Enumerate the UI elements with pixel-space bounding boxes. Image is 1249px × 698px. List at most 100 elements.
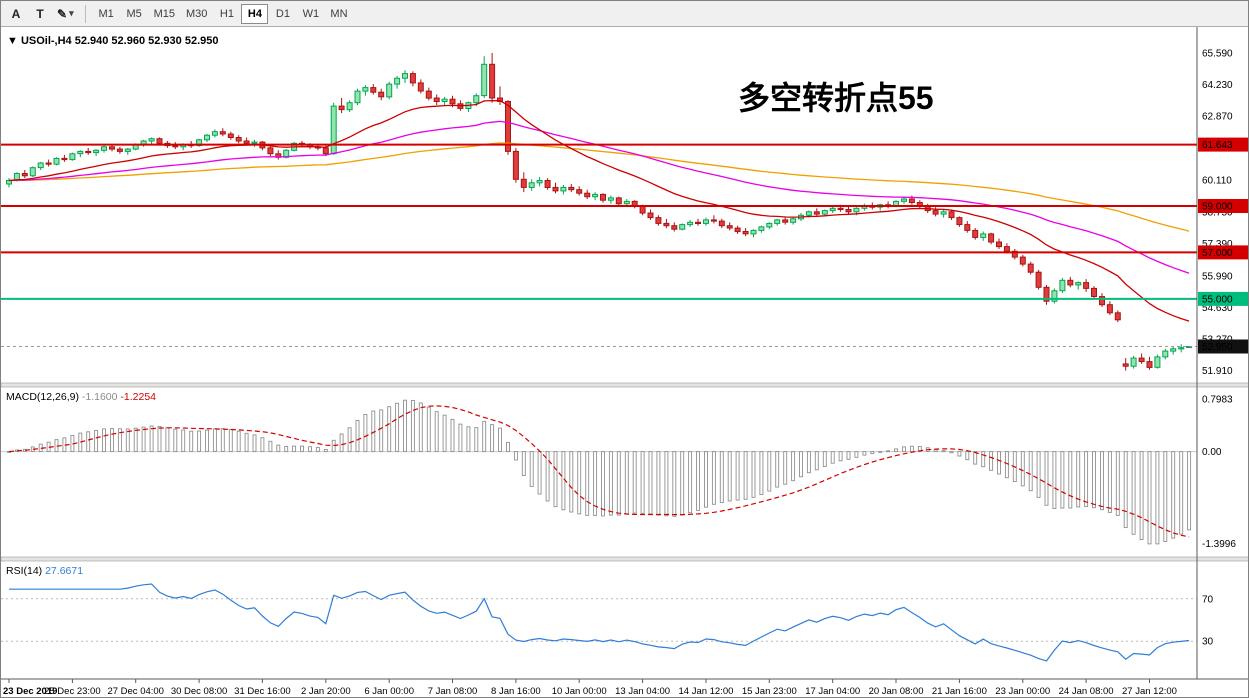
candle xyxy=(235,135,242,144)
svg-text:57.000: 57.000 xyxy=(1202,248,1233,259)
candle xyxy=(1170,346,1177,355)
candle xyxy=(544,178,551,190)
time-tick: 24 Jan 08:00 xyxy=(1059,686,1114,697)
svg-text:59.000: 59.000 xyxy=(1202,202,1233,213)
candle xyxy=(505,100,511,155)
macd-axis-label: 0.00 xyxy=(1202,447,1222,458)
candle xyxy=(1019,254,1026,267)
candle xyxy=(148,137,155,145)
toolbar: A T ✎ ▾ M1 M5 M15 M30 H1 H4 D1 W1 MN xyxy=(1,1,1248,27)
line-tools-button[interactable]: ✎ ▾ xyxy=(53,4,78,24)
candle xyxy=(1178,344,1185,353)
price-tick: 64.230 xyxy=(1202,80,1233,91)
candle xyxy=(251,139,258,147)
time-tick: 10 Jan 00:00 xyxy=(552,686,607,697)
candle xyxy=(592,192,599,201)
candle xyxy=(940,209,947,218)
price-tick: 51.910 xyxy=(1202,366,1233,377)
candle xyxy=(53,157,60,166)
time-tick: 20 Jan 08:00 xyxy=(869,686,924,697)
timeframe-m30[interactable]: M30 xyxy=(181,4,212,24)
candle xyxy=(948,210,955,220)
candle xyxy=(1138,353,1145,364)
candle xyxy=(346,100,353,112)
rsi-label: RSI(14) 27.6671 xyxy=(6,565,83,577)
candle xyxy=(790,217,797,225)
candle xyxy=(1067,276,1074,288)
price-tick: 65.590 xyxy=(1202,48,1233,59)
candle xyxy=(1122,358,1129,371)
time-tick: 15 Jan 23:00 xyxy=(742,686,797,697)
candle xyxy=(61,154,68,162)
candle xyxy=(1130,355,1137,369)
candle xyxy=(782,216,789,225)
candle xyxy=(964,221,971,233)
timeframe-h4[interactable]: H4 xyxy=(241,3,269,24)
candle xyxy=(1106,301,1113,316)
svg-text:52.950: 52.950 xyxy=(1202,342,1233,353)
price-tick: 55.990 xyxy=(1202,271,1233,282)
timeframe-m1[interactable]: M1 xyxy=(93,4,120,24)
candle xyxy=(901,196,907,204)
candle xyxy=(750,229,757,238)
time-tick: 6 Jan 00:00 xyxy=(364,686,414,697)
candle xyxy=(647,209,654,220)
price-tick: 57.390 xyxy=(1202,239,1233,250)
candle xyxy=(204,134,210,143)
timeframe-m15[interactable]: M15 xyxy=(149,4,180,24)
panel-separator[interactable] xyxy=(1,556,1249,562)
candle xyxy=(996,238,1002,249)
time-tick: 23 Jan 00:00 xyxy=(995,686,1050,697)
candle xyxy=(1027,261,1034,275)
price-badge-57.000: 57.000 xyxy=(1198,245,1248,260)
ma-slow-line xyxy=(8,142,1190,232)
price-tick: 62.870 xyxy=(1202,112,1233,123)
font-tool-button[interactable]: A xyxy=(5,4,27,24)
candle xyxy=(584,189,591,199)
text-tool-button[interactable]: T xyxy=(29,4,51,24)
timeframe-w1[interactable]: W1 xyxy=(297,4,324,24)
time-tick: 30 Dec 08:00 xyxy=(171,686,228,697)
time-tick: 17 Jan 04:00 xyxy=(805,686,860,697)
rsi-axis-label: 70 xyxy=(1202,594,1214,605)
candle xyxy=(695,218,701,226)
chart-container: ▼ USOil-,H4 52.940 52.960 52.930 52.950 多… xyxy=(1,27,1249,698)
candle xyxy=(600,193,606,203)
candle xyxy=(655,215,662,226)
candle xyxy=(394,76,401,89)
candle xyxy=(409,71,416,87)
time-tick: 7 Jan 08:00 xyxy=(428,686,478,697)
chart-canvas[interactable]: ▼ USOil-,H4 52.940 52.960 52.930 52.950 多… xyxy=(1,27,1249,698)
candle xyxy=(101,145,107,153)
price-badge-55.000: 55.000 xyxy=(1198,291,1248,306)
timeframe-mn[interactable]: MN xyxy=(325,4,352,24)
panel-separator[interactable] xyxy=(1,382,1249,388)
candle xyxy=(354,88,361,105)
candle xyxy=(1035,269,1042,290)
price-badge-61.643: 61.643 xyxy=(1198,137,1248,152)
candle xyxy=(77,150,84,158)
candle xyxy=(1146,356,1153,370)
time-tick: 31 Dec 16:00 xyxy=(234,686,291,697)
toolbar-separator xyxy=(84,4,86,23)
candle xyxy=(417,79,424,94)
candle xyxy=(489,53,496,103)
price-axis[interactable]: 65.59064.23062.87060.11058.75057.39055.9… xyxy=(1196,27,1249,679)
timeframe-m5[interactable]: M5 xyxy=(121,4,148,24)
rsi-line xyxy=(9,583,1190,662)
timeframe-h1[interactable]: H1 xyxy=(213,4,240,24)
candle xyxy=(734,225,741,234)
macd-label: MACD(12,26,9) -1.1600 -1.2254 xyxy=(6,391,156,403)
candle xyxy=(1162,348,1169,360)
candle xyxy=(718,218,725,229)
candle xyxy=(663,218,670,229)
candle xyxy=(425,87,432,101)
candle xyxy=(21,170,28,179)
candle xyxy=(29,166,36,177)
timeframe-d1[interactable]: D1 xyxy=(269,4,296,24)
candle xyxy=(93,149,100,157)
candle xyxy=(615,196,622,206)
candle xyxy=(481,56,488,98)
candle xyxy=(845,206,852,215)
